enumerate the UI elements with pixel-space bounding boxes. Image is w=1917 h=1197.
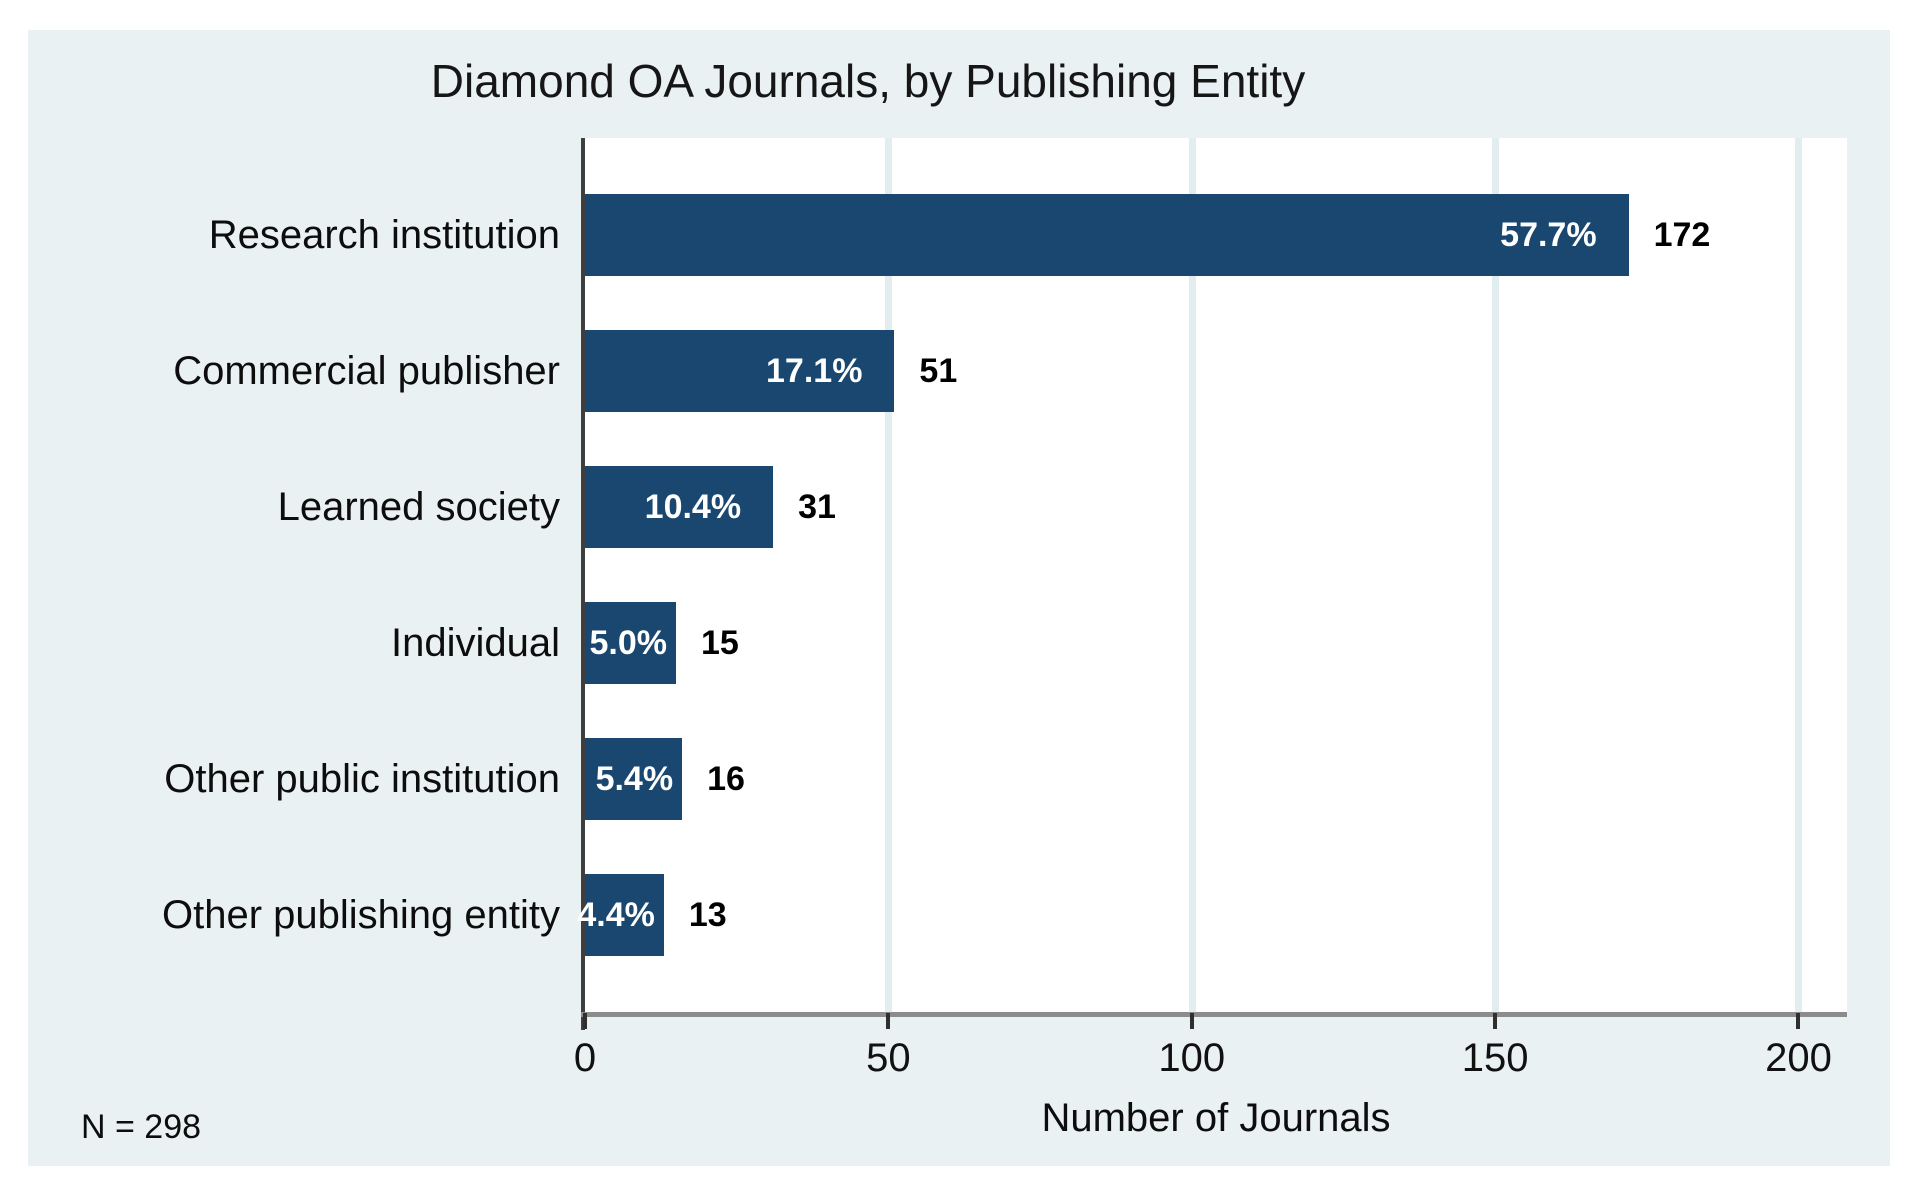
category-label-0: Research institution bbox=[208, 213, 560, 257]
category-label-4: Other public institution bbox=[164, 757, 560, 801]
bar-percent-label: 5.4% bbox=[595, 760, 674, 798]
bar-0: 57.7% bbox=[585, 194, 1629, 276]
chart-title: Diamond OA Journals, by Publishing Entit… bbox=[430, 55, 1306, 107]
category-label-3: Individual bbox=[390, 621, 560, 665]
gridline-x-150 bbox=[1492, 138, 1500, 1012]
bar-2: 10.4% bbox=[585, 466, 774, 548]
tick-mark-0 bbox=[583, 1013, 587, 1029]
chart-figure: Diamond OA Journals, by Publishing Entit… bbox=[28, 30, 1890, 1166]
bar-count-label: 15 bbox=[701, 624, 739, 662]
tick-mark-150 bbox=[1493, 1013, 1498, 1029]
y-axis-line bbox=[581, 138, 585, 1030]
bar-3: 5.0% bbox=[585, 602, 676, 684]
x-axis-line bbox=[581, 1012, 1847, 1017]
tick-label-100: 100 bbox=[1158, 1036, 1226, 1080]
bar-count-label: 31 bbox=[798, 488, 836, 526]
bar-count-label: 13 bbox=[688, 896, 727, 934]
x-axis-title: Number of Journals bbox=[1041, 1096, 1391, 1140]
tick-mark-200 bbox=[1796, 1013, 1801, 1029]
tick-label-0: 0 bbox=[573, 1036, 597, 1080]
category-label-5: Other publishing entity bbox=[161, 893, 560, 937]
bar-percent-label: 4.4% bbox=[577, 896, 655, 934]
tick-label-200: 200 bbox=[1765, 1036, 1832, 1080]
tick-mark-100 bbox=[1189, 1013, 1194, 1029]
bar-count-label: 172 bbox=[1653, 216, 1711, 254]
bar-count-label: 16 bbox=[707, 760, 745, 798]
plot-area: 57.7% 172 17.1% 51 10.4% 31 5.0% 15 5.4% 16 4.4% 13… bbox=[574, 138, 1847, 1140]
bar-count-label: 51 bbox=[919, 352, 958, 390]
gridline-x-200 bbox=[1795, 138, 1803, 1012]
category-label-1: Commercial publisher bbox=[173, 349, 560, 393]
tick-label-150: 150 bbox=[1461, 1036, 1529, 1080]
category-label-2: Learned society bbox=[277, 485, 560, 529]
bar-1: 17.1% bbox=[585, 330, 895, 412]
tick-mark-50 bbox=[886, 1013, 891, 1029]
bar-percent-label: 5.0% bbox=[589, 624, 668, 662]
tick-label-50: 50 bbox=[866, 1036, 911, 1080]
sample-size-note: N = 298 bbox=[81, 1108, 202, 1146]
bar-5: 4.4% bbox=[577, 874, 664, 956]
bar-percent-label: 57.7% bbox=[1500, 216, 1597, 254]
bar-percent-label: 17.1% bbox=[766, 352, 863, 390]
bar-percent-label: 10.4% bbox=[644, 488, 742, 526]
bar-4: 5.4% bbox=[585, 738, 683, 820]
gridline-x-100 bbox=[1188, 138, 1196, 1012]
gridline-x-50 bbox=[885, 138, 893, 1012]
